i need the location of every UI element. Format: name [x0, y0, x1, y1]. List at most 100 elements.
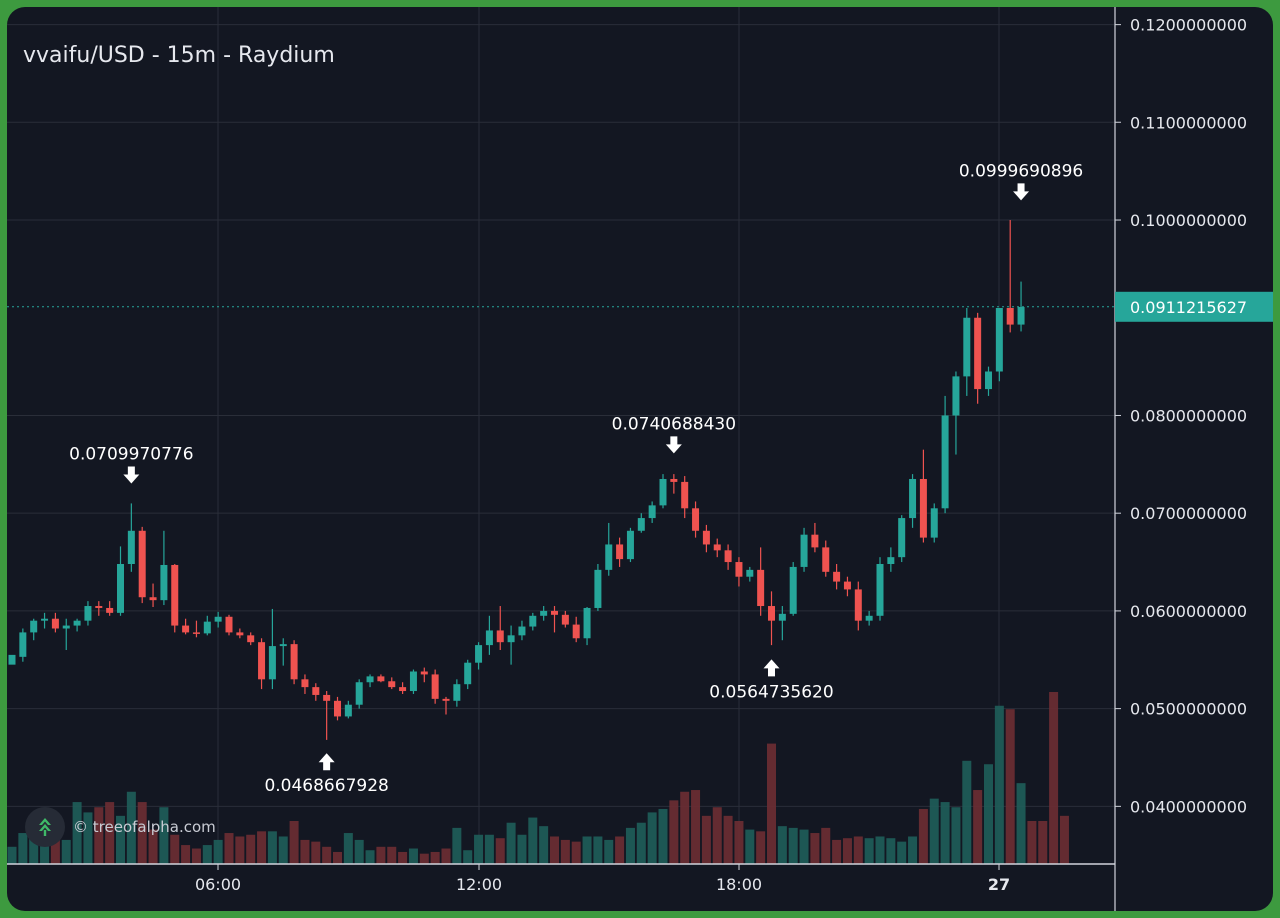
volume-bar — [799, 829, 809, 864]
volume-bar — [18, 833, 28, 864]
volume-bar — [701, 815, 711, 864]
candle-body — [941, 415, 949, 509]
candle — [171, 564, 179, 633]
volume-bar — [40, 839, 50, 864]
candle — [279, 638, 287, 666]
candle-body — [290, 644, 298, 680]
candle — [442, 696, 450, 715]
volume-bar — [647, 812, 657, 864]
candle-body — [236, 632, 244, 636]
chart-grid — [7, 7, 1115, 864]
candle — [225, 614, 233, 636]
volume-bar — [506, 822, 516, 864]
candle-body — [247, 635, 255, 643]
candle — [702, 524, 710, 553]
candle — [95, 601, 103, 616]
candle — [518, 620, 526, 641]
candle — [952, 371, 960, 455]
candle — [203, 615, 211, 636]
candle — [431, 669, 439, 704]
volume-bar — [767, 743, 776, 864]
candle-body — [214, 616, 222, 622]
volume-bar — [72, 802, 82, 864]
volume-bar — [441, 848, 451, 864]
annotation-label: 0.0999690896 — [959, 161, 1083, 181]
candle-body — [344, 704, 352, 717]
candle-body — [30, 620, 38, 633]
candle-body — [8, 654, 16, 665]
price-annotations: 0.0709970776 0.0468667928 0.0740688430 0.05… — [69, 161, 1083, 796]
candlestick-chart[interactable]: 0.0709970776 0.0468667928 0.0740688430 0.05… — [7, 7, 1273, 911]
candle-body — [323, 694, 331, 701]
candle — [930, 503, 938, 543]
candle — [551, 606, 558, 633]
annotation: 0.0564735620 — [709, 659, 834, 702]
volume-bar — [994, 705, 1004, 864]
candle — [84, 601, 92, 626]
candle — [789, 562, 797, 616]
candle-body — [420, 671, 428, 675]
annotation: 0.0999690896 — [959, 161, 1083, 201]
candle-body — [84, 606, 92, 621]
candle-body — [171, 564, 179, 626]
candle-body — [73, 620, 81, 626]
last-price-label: 0.0911215627 — [1130, 298, 1247, 317]
candle — [616, 537, 624, 567]
price-axis: 0.1200000000 0.1100000000 0.1000000000 0.08… — [7, 7, 1273, 911]
candle — [62, 618, 70, 650]
up-arrow-icon — [763, 659, 780, 677]
candle-body — [106, 607, 114, 613]
attribution[interactable]: © treeofalpha.com — [25, 807, 216, 847]
candle-body — [117, 564, 124, 613]
candle-body — [561, 614, 569, 625]
y-tick-label: 0.0800000000 — [1130, 406, 1247, 425]
volume-bar — [550, 836, 559, 864]
candle-body — [930, 508, 938, 538]
volume-bar — [886, 838, 896, 864]
candle-body — [529, 615, 537, 627]
up-arrow-icon — [318, 753, 335, 771]
y-tick-label: 0.0600000000 — [1130, 602, 1247, 621]
candle — [822, 540, 830, 577]
candle-body — [768, 606, 775, 621]
candle — [409, 669, 417, 694]
candle — [41, 612, 49, 629]
volume-bar — [333, 851, 342, 864]
candle-body — [919, 478, 927, 538]
candle-body — [62, 625, 70, 629]
candle — [670, 474, 678, 494]
volume-bar — [257, 831, 267, 864]
candle — [344, 700, 352, 719]
candle-body — [19, 632, 27, 657]
candle — [268, 608, 276, 690]
candle — [540, 606, 548, 621]
candle-body — [702, 530, 710, 545]
candle-body — [366, 676, 374, 683]
candle-body — [876, 564, 884, 616]
volume-bar — [235, 836, 245, 864]
candle-body — [1006, 307, 1014, 325]
volume-bar — [821, 827, 831, 864]
candle — [182, 618, 190, 635]
candle — [757, 547, 765, 616]
candle — [919, 449, 927, 543]
volume-bar — [777, 826, 787, 864]
candle — [768, 591, 775, 646]
volume-bar — [289, 821, 299, 864]
candle — [247, 632, 255, 646]
annotation: 0.0468667928 — [264, 753, 389, 796]
candle-body — [713, 544, 721, 551]
candle — [854, 581, 862, 631]
volume-bar — [842, 838, 852, 864]
candle — [475, 642, 483, 670]
volume-bar — [137, 802, 147, 864]
candle — [19, 628, 27, 662]
candle-body — [518, 626, 526, 636]
candle — [192, 620, 200, 638]
volume-bar — [615, 836, 625, 864]
candle — [909, 474, 917, 528]
volume-bar — [734, 821, 744, 864]
candle-body — [800, 534, 808, 567]
volume-bar — [528, 817, 538, 864]
candle — [160, 530, 168, 606]
